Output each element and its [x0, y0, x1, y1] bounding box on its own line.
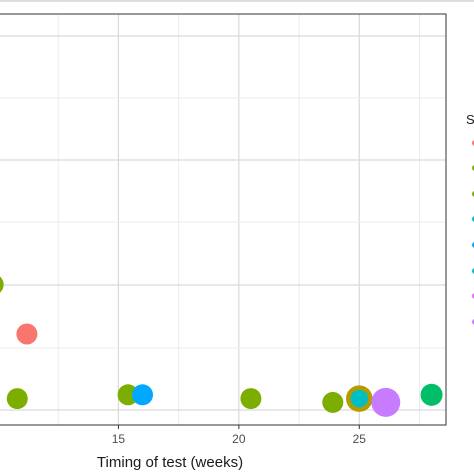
- x-tick-label: 15: [112, 432, 126, 446]
- data-point: [350, 389, 369, 408]
- data-point: [132, 384, 154, 406]
- legend-title: S: [466, 112, 474, 127]
- x-axis-ticks: 15 20 25: [112, 425, 367, 446]
- data-point: [117, 384, 139, 406]
- data-point: [371, 387, 401, 417]
- data-point: [420, 383, 443, 406]
- data-point: [0, 276, 4, 293]
- x-tick-label: 25: [353, 432, 367, 446]
- grid-lines: [0, 14, 446, 425]
- data-point: [16, 323, 38, 345]
- plot-panel: [0, 13, 447, 426]
- data-points: [0, 276, 443, 417]
- data-point: [322, 391, 344, 413]
- x-axis-title: Timing of test (weeks): [97, 454, 243, 471]
- data-point: [240, 388, 262, 410]
- x-tick-label: 20: [232, 432, 246, 446]
- data-point: [6, 388, 28, 410]
